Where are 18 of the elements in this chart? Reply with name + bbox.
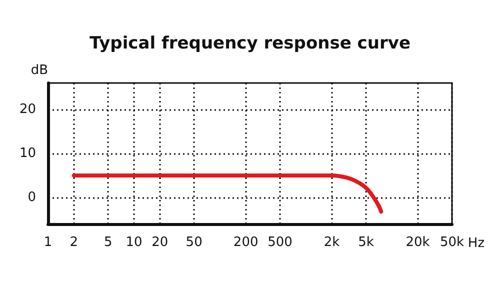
x-tick-label: 500 — [268, 235, 292, 250]
x-tick-label: 50 — [186, 235, 202, 250]
x-tick-label: 1 — [44, 235, 52, 250]
x-tick-label: 20 — [152, 235, 168, 250]
x-tick-label: 2 — [70, 235, 78, 250]
y-tick-label: 0 — [28, 190, 36, 206]
y-tick-label: 10 — [19, 146, 36, 161]
y-tick-label: 20 — [19, 102, 36, 117]
x-tick-label: 2k — [324, 235, 340, 250]
x-tick-label: 5 — [104, 235, 112, 250]
x-tick-label: 50k — [440, 235, 465, 250]
x-axis-title: Hz — [468, 236, 485, 251]
x-tick-label: 200 — [233, 235, 258, 250]
x-tick-label: 10 — [126, 235, 142, 250]
x-tick-label: 5k — [358, 235, 374, 250]
x-tick-label: 20k — [406, 235, 430, 250]
chart-title: Typical frequency response curve — [90, 34, 410, 54]
y-axis-title: dB — [30, 63, 48, 78]
